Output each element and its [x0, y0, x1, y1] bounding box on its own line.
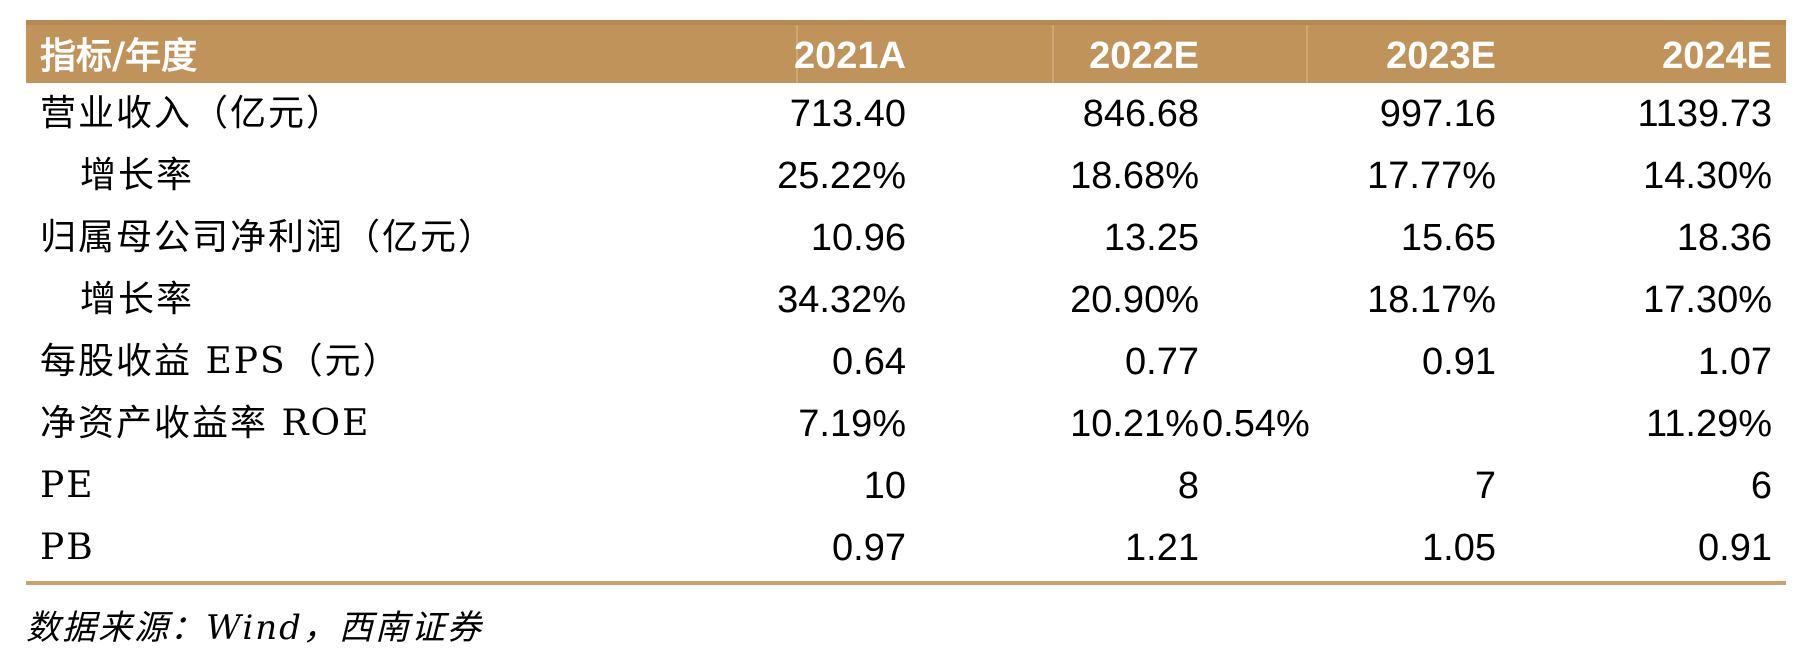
- table-row: 营业收入（亿元） 713.40 846.68 997.16 1139.73: [26, 83, 1786, 145]
- column-divider: [796, 25, 798, 83]
- cell-value: 15.65: [1400, 217, 1496, 259]
- column-divider: [1306, 25, 1308, 83]
- cell-value: 0.64: [832, 341, 906, 383]
- cell-value: 13.25: [1103, 217, 1199, 259]
- cell-value: 7.19%: [798, 403, 906, 445]
- header-label: 指标/年度: [40, 35, 198, 77]
- cell-value: 10.96: [810, 217, 906, 259]
- column-divider: [1052, 25, 1054, 83]
- cell-value: 0.91: [1698, 527, 1772, 569]
- cell-value: 0.54%: [1202, 403, 1310, 445]
- cell-value: 6: [1750, 465, 1772, 507]
- header-year-2021a: 2021A: [794, 35, 906, 77]
- row-label: 净资产收益率 ROE: [40, 403, 371, 444]
- cell-value: 997.16: [1379, 93, 1496, 135]
- row-label: 增长率: [80, 279, 195, 320]
- cell-value: 713.40: [789, 93, 906, 135]
- cell-value: 18.36: [1676, 217, 1772, 259]
- table-header: 指标/年度 2021A 2022E 2023E 2024E: [26, 25, 1786, 83]
- row-label: 增长率: [80, 155, 195, 196]
- cell-value: 34.32%: [777, 279, 906, 321]
- row-label: PB: [40, 527, 95, 568]
- cell-value: 1.05: [1422, 527, 1496, 569]
- cell-value: 17.77%: [1367, 155, 1496, 197]
- table-row: PB 0.97 1.21 1.05 0.91: [26, 517, 1786, 579]
- cell-value: 10.21%: [1070, 403, 1199, 445]
- forecast-table: 指标/年度 2021A 2022E 2023E 2024E 营业收入（亿元） 7…: [26, 20, 1786, 585]
- header-year-2023e: 2023E: [1386, 35, 1496, 77]
- cell-value: 11.29%: [1645, 403, 1772, 445]
- cell-value: 0.77: [1125, 341, 1199, 383]
- cell-value: 0.97: [832, 527, 906, 569]
- cell-value: 1139.73: [1637, 93, 1772, 135]
- row-label: PE: [40, 465, 95, 506]
- table-row: 每股收益 EPS（元） 0.64 0.77 0.91 1.07: [26, 331, 1786, 393]
- cell-value: 1.07: [1698, 341, 1772, 383]
- cell-value: 17.30%: [1643, 279, 1772, 321]
- cell-value: 1.21: [1125, 527, 1199, 569]
- top-rule: [26, 20, 1786, 25]
- row-label: 每股收益 EPS（元）: [40, 341, 401, 382]
- table-row: 归属母公司净利润（亿元） 10.96 13.25 15.65 18.36: [26, 207, 1786, 269]
- cell-value: 10: [863, 465, 906, 507]
- header-year-2022e: 2022E: [1089, 35, 1199, 77]
- cell-value: 7: [1474, 465, 1496, 507]
- cell-value: 14.30%: [1643, 155, 1772, 197]
- row-label: 归属母公司净利润（亿元）: [40, 217, 497, 258]
- table-row: 净资产收益率 ROE 7.19% 10.21% 0.54% 11.29%: [26, 393, 1786, 455]
- cell-value: 846.68: [1082, 93, 1199, 135]
- source-note: 数据来源：Wind，西南证券: [26, 608, 483, 648]
- cell-value: 18.68%: [1070, 155, 1199, 197]
- bottom-rule: [26, 581, 1786, 585]
- table-row: PE 10 8 7 6: [26, 455, 1786, 517]
- cell-value: 8: [1177, 465, 1199, 507]
- cell-value: 0.91: [1422, 341, 1496, 383]
- cell-value: 25.22%: [777, 155, 906, 197]
- table-row: 增长率 34.32% 20.90% 18.17% 17.30%: [26, 269, 1786, 331]
- cell-value: 18.17%: [1367, 279, 1496, 321]
- table-row: 增长率 25.22% 18.68% 17.77% 14.30%: [26, 145, 1786, 207]
- row-label: 营业收入（亿元）: [40, 93, 345, 134]
- header-year-2024e: 2024E: [1662, 35, 1772, 77]
- cell-value: 20.90%: [1070, 279, 1199, 321]
